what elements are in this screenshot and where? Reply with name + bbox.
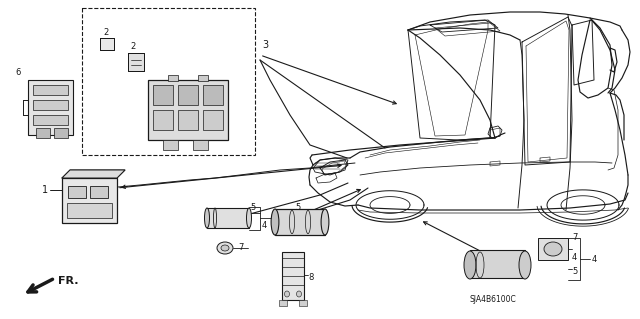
Text: FR.: FR. [58,276,79,286]
Ellipse shape [321,209,329,235]
Bar [178,85,198,105]
Bar [198,75,208,81]
Text: 4: 4 [572,254,577,263]
Text: 7: 7 [572,234,577,242]
Bar [282,252,304,300]
Ellipse shape [464,251,476,279]
Bar [470,250,525,278]
Text: 7: 7 [238,243,243,253]
Bar [193,140,208,150]
Bar [148,80,228,140]
Bar [153,85,173,105]
Bar [54,128,68,138]
Text: 4: 4 [262,220,268,229]
Text: 6: 6 [15,68,20,77]
Ellipse shape [221,245,229,251]
Bar [33,100,68,110]
Bar [207,208,249,228]
Bar [67,203,112,218]
Text: 2: 2 [103,28,108,37]
Ellipse shape [296,291,301,297]
Text: 4: 4 [592,255,597,263]
Bar [299,300,307,306]
Bar [62,178,117,223]
Bar [203,85,223,105]
Bar [178,110,198,130]
Ellipse shape [271,209,279,235]
Ellipse shape [217,242,233,254]
Bar [68,186,86,198]
Bar [153,110,173,130]
Bar [538,238,568,260]
Bar [100,38,114,50]
Bar [82,8,255,155]
Text: 8: 8 [308,273,314,283]
Text: SJA4B6100C: SJA4B6100C [470,295,516,304]
Bar [33,115,68,125]
Text: 5: 5 [250,203,255,211]
Text: 3: 3 [262,40,268,50]
Text: 5: 5 [572,268,577,277]
Ellipse shape [544,242,562,256]
Bar [203,110,223,130]
Bar [28,80,73,135]
Bar [90,186,108,198]
Bar [279,300,287,306]
Bar [33,85,68,95]
Text: 1: 1 [42,185,48,195]
Text: 2: 2 [130,42,135,51]
Bar [128,53,144,71]
Bar [163,140,178,150]
Ellipse shape [285,291,289,297]
Bar [168,75,178,81]
Ellipse shape [246,208,252,228]
Bar [36,128,50,138]
Text: 5: 5 [295,203,300,211]
Ellipse shape [205,208,209,228]
Polygon shape [62,170,125,178]
Bar [275,209,325,235]
Ellipse shape [519,251,531,279]
